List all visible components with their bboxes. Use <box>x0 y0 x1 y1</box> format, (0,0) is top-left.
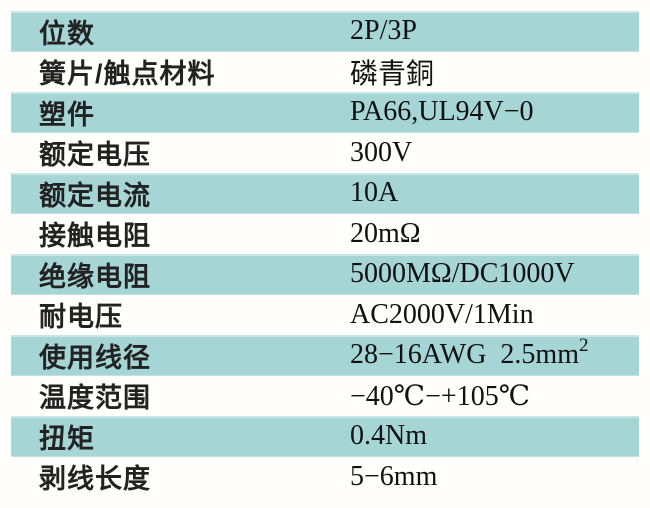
row-label: 塑件 <box>39 99 95 130</box>
table-row: 绝缘电阻 5000MΩ/DC1000V <box>11 254 639 295</box>
row-value: 10A <box>350 177 399 209</box>
table-row: 塑件 PA66,UL94V−0 <box>11 92 639 133</box>
row-value: 20mΩ <box>350 217 421 249</box>
row-label: 额定电压 <box>39 140 151 171</box>
table-row: 额定电压 300V <box>11 132 639 173</box>
spec-table: 位数 2P/3P 簧片/触点材料 磷青銅 塑件 PA66,UL94V−0 额定电… <box>11 11 639 497</box>
row-label: 绝缘电阻 <box>39 261 151 292</box>
table-row: 剥线长度 5−6mm <box>11 456 639 497</box>
row-label: 位数 <box>39 18 95 49</box>
row-value: 5000MΩ/DC1000V <box>350 258 575 290</box>
row-label: 温度范围 <box>39 383 151 414</box>
row-label: 接触电阻 <box>39 221 151 252</box>
row-value-text: 28−16AWG 2.5mm <box>350 339 579 371</box>
table-row: 位数 2P/3P <box>11 11 639 52</box>
table-row: 耐电压 AC2000V/1Min <box>11 294 639 335</box>
row-value: 300V <box>350 136 413 168</box>
row-value: 28−16AWG 2.5mm2 <box>350 335 639 371</box>
table-row: 使用线径 28−16AWG 2.5mm2 <box>11 335 639 376</box>
row-label: 使用线径 <box>39 342 151 373</box>
row-label: 扭矩 <box>39 423 95 454</box>
table-row: 接触电阻 20mΩ <box>11 213 639 254</box>
table-row: 扭矩 0.4Nm <box>11 416 639 457</box>
row-value: −40℃−+105℃ <box>350 380 531 412</box>
table-row: 簧片/触点材料 磷青銅 <box>11 51 639 92</box>
row-value: 0.4Nm <box>350 420 427 452</box>
row-label: 簧片/触点材料 <box>39 59 216 90</box>
row-label: 剥线长度 <box>39 464 151 495</box>
row-value: 磷青銅 <box>350 58 435 90</box>
row-value: 2P/3P <box>350 15 417 47</box>
row-label: 耐电压 <box>39 302 123 333</box>
row-value-superscript: 2 <box>578 335 589 357</box>
row-value: AC2000V/1Min <box>350 298 534 330</box>
table-row: 温度范围 −40℃−+105℃ <box>11 375 639 416</box>
table-row: 额定电流 10A <box>11 173 639 214</box>
row-label: 额定电流 <box>39 180 151 211</box>
row-value: PA66,UL94V−0 <box>350 96 534 128</box>
row-value: 5−6mm <box>350 460 438 492</box>
